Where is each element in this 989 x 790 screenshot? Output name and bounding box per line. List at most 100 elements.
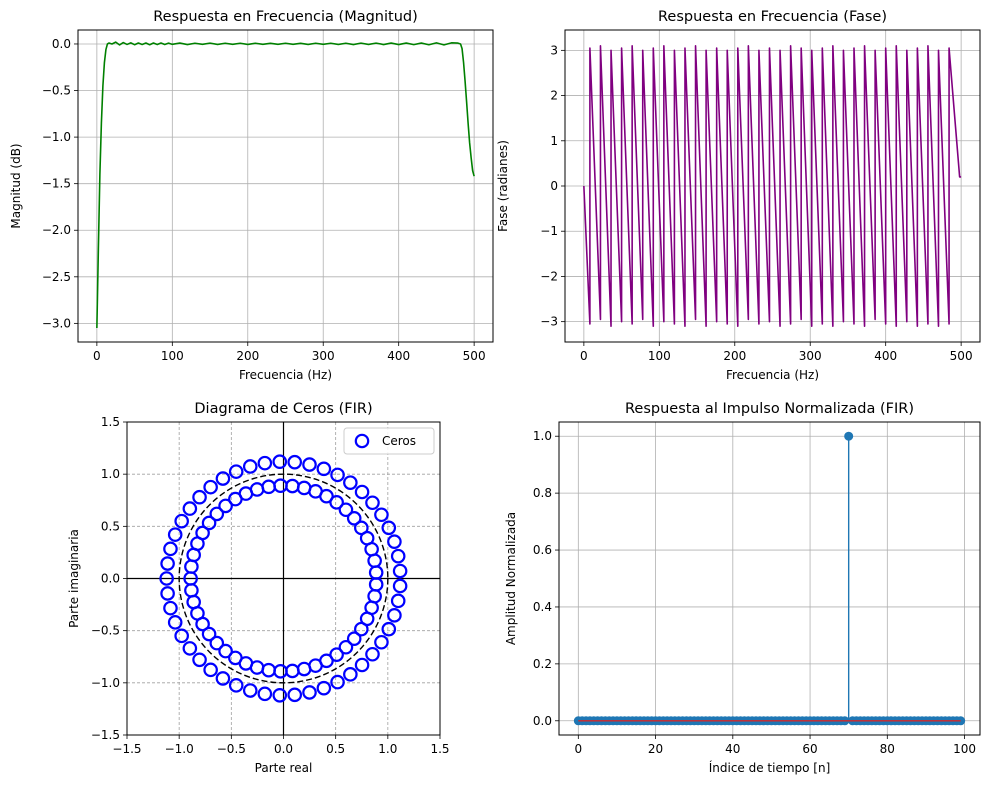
zero-marker (249, 660, 265, 675)
chart-title: Respuesta al Impulso Normalizada (FIR) (625, 401, 914, 417)
chart-panel-2: 0 100 200 300 400 500 −3 −2 −1 0 1 2 3 Respuesta en F… (496, 9, 981, 382)
zero-marker (272, 454, 288, 470)
x-tick-label: −1.0 (165, 742, 194, 756)
zero-marker (390, 593, 406, 609)
x-tick-label: 200 (236, 349, 259, 363)
axes-frame (77, 29, 494, 343)
zero-marker (368, 565, 384, 580)
x-tick-label: 400 (387, 349, 410, 363)
x-axis-label: Índice de tiempo [n] (709, 760, 831, 775)
y-tick-label: 0.8 (533, 486, 552, 500)
plot-area (96, 41, 475, 329)
y-tick-label: 0.0 (52, 37, 71, 51)
zero-marker (365, 646, 380, 662)
zero-marker (184, 559, 199, 574)
y-tick-label: 1 (550, 134, 558, 148)
zero-marker (163, 541, 178, 557)
zero-marker (228, 491, 243, 507)
plot-area (583, 45, 962, 327)
series-line (96, 41, 475, 329)
zero-marker (167, 527, 183, 542)
zero-marker (203, 662, 218, 678)
zero-marker (159, 571, 174, 586)
legend-label: Ceros (382, 434, 416, 448)
zero-marker (163, 600, 178, 616)
zero-marker (242, 459, 258, 474)
x-tick-label: 60 (802, 742, 817, 756)
zero-marker (160, 556, 175, 571)
zero-marker (287, 454, 303, 470)
y-tick-label: −1.5 (42, 177, 71, 191)
zero-marker (330, 674, 345, 690)
plot-area (573, 431, 966, 726)
y-tick-label: 0 (550, 179, 558, 193)
zero-marker (209, 635, 225, 651)
y-tick-label: −2 (540, 269, 558, 283)
zero-marker (215, 671, 231, 686)
zero-marker (201, 626, 217, 642)
x-tick-label: 20 (648, 742, 663, 756)
legend-box (343, 427, 435, 455)
zero-marker (184, 583, 199, 598)
y-tick-label: −0.5 (91, 624, 120, 638)
zero-marker (330, 467, 345, 483)
y-tick-label: 0.5 (101, 519, 120, 533)
y-tick-label: −3.0 (42, 316, 71, 330)
zero-marker (182, 501, 198, 516)
x-tick-label: 1.0 (378, 742, 397, 756)
zero-marker (387, 534, 402, 549)
x-axis-label: Frecuencia (Hz) (726, 368, 819, 382)
zero-marker (174, 628, 189, 644)
zero-marker (160, 586, 175, 601)
zero-marker (192, 489, 207, 505)
y-tick-label: −1 (540, 224, 558, 238)
zero-marker (329, 647, 344, 662)
chart-panel-1: 0 100 200 300 400 500 −3.0 −2.5 −2.0 −1.5 −1.0 −0.5… (9, 9, 494, 382)
axes-frame (558, 421, 981, 736)
zero-marker (354, 484, 370, 500)
y-tick-label: −2.0 (42, 223, 71, 237)
zero-marker (302, 457, 317, 472)
zero-marker (218, 498, 233, 514)
zero-marker (392, 578, 408, 594)
zero-marker (228, 678, 244, 693)
chart-title: Diagrama de Ceros (FIR) (194, 401, 372, 417)
legend-marker (354, 433, 370, 449)
chart-title: Respuesta en Frecuencia (Fase) (658, 9, 887, 25)
zero-marker (174, 513, 189, 529)
zero-marker (261, 479, 276, 495)
y-tick-label: 1.5 (101, 415, 120, 429)
chart-panel-3: −1.5 −1.0 −0.5 0.0 0.5 1.0 1.5 −1.5 −1.0 −0.5 0.0 0… (67, 401, 450, 775)
y-tick-label: 1.0 (101, 467, 120, 481)
zero-marker (346, 511, 362, 526)
zero-marker (257, 686, 273, 702)
axes-frame (564, 29, 981, 343)
zero-marker (343, 475, 358, 490)
zero-marker (257, 455, 273, 471)
zero-marker (228, 464, 244, 479)
x-tick-label: 100 (648, 349, 671, 363)
zero-marker (209, 506, 225, 522)
zero-marker (346, 631, 362, 646)
y-axis-label: Parte imaginaria (67, 529, 81, 628)
x-tick-label: 300 (799, 349, 822, 363)
chart-panel-4: 0 20 40 60 80 100 0.0 0.2 0.4 0.6 0.8 1.0 Respuesta … (504, 401, 981, 775)
zero-marker (242, 683, 258, 698)
zero-marker (319, 653, 334, 669)
zero-marker (285, 663, 300, 679)
y-tick-label: −1.5 (91, 728, 120, 742)
zero-marker (374, 634, 389, 650)
zero-marker (338, 502, 354, 518)
y-tick-label: −1.0 (42, 130, 71, 144)
x-tick-label: 0.0 (274, 742, 293, 756)
unit-circle (178, 473, 389, 684)
zero-marker (354, 657, 370, 673)
zero-marker (201, 515, 217, 531)
zero-marker (367, 588, 382, 604)
zero-marker (261, 662, 276, 678)
y-axis-label: Fase (radianes) (496, 140, 510, 232)
x-tick-label: 0.5 (326, 742, 345, 756)
zero-marker (287, 687, 303, 703)
x-tick-label: 1.5 (430, 742, 449, 756)
